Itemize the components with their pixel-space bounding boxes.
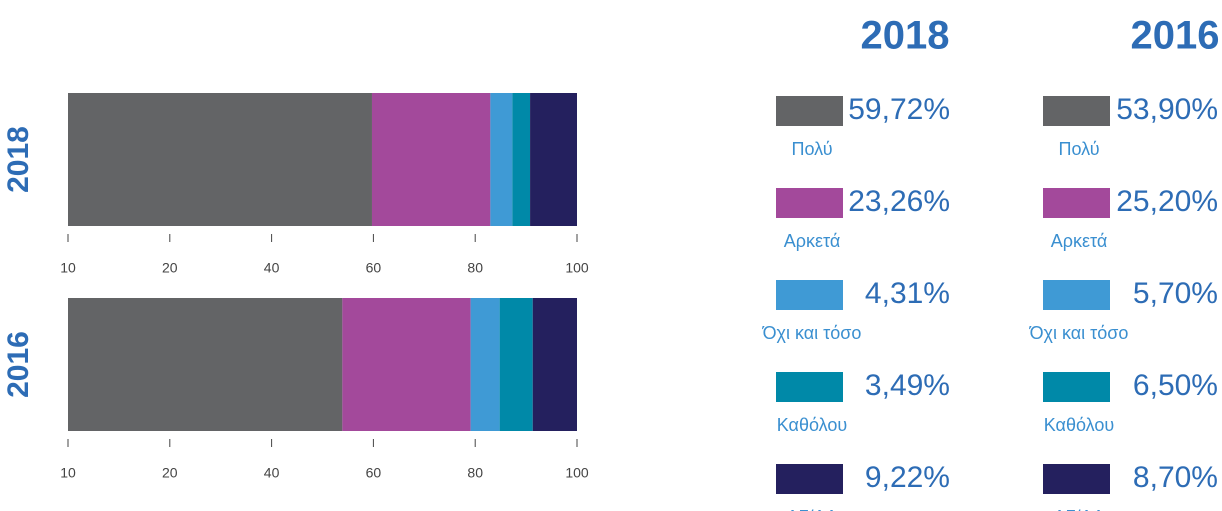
legend-name: Όχι και τόσο <box>1029 323 1129 343</box>
bar-segment <box>532 298 577 431</box>
x-tick-label: 40 <box>264 260 280 276</box>
bar-segment <box>68 298 343 431</box>
legend-name: Αρκετά <box>1051 231 1108 251</box>
legend-swatch <box>1043 96 1110 126</box>
bar-segment <box>342 298 471 431</box>
legend-swatch <box>776 372 843 402</box>
legend-swatch <box>1043 464 1110 494</box>
x-tick-label: 100 <box>565 465 589 481</box>
x-tick-label: 60 <box>366 465 382 481</box>
bar-segment <box>470 298 500 431</box>
x-tick-label: 10 <box>60 260 76 276</box>
legend-name: Καθόλου <box>1044 415 1114 435</box>
x-tick-label: 60 <box>366 260 382 276</box>
column-header: 2016 <box>1131 14 1220 58</box>
legend-value: 59,72% <box>848 93 950 126</box>
legend-name: Αρκετά <box>784 231 841 251</box>
bar-segment <box>530 93 577 226</box>
legend-swatch <box>776 96 843 126</box>
legend-value: 9,22% <box>865 461 950 494</box>
legend-value: 25,20% <box>1116 185 1218 218</box>
legend-swatch <box>1043 280 1110 310</box>
x-tick-label: 10 <box>60 465 76 481</box>
bar-segment <box>68 93 372 226</box>
bar-segment <box>490 93 513 226</box>
legend-value: 5,70% <box>1133 277 1218 310</box>
bar-segment <box>371 93 491 226</box>
legend-swatch <box>776 280 843 310</box>
year-label: 2018 <box>2 126 35 193</box>
x-tick-label: 80 <box>467 260 483 276</box>
x-tick-label: 40 <box>264 465 280 481</box>
legend-swatch <box>776 464 843 494</box>
x-tick-label: 100 <box>565 260 589 276</box>
bar-segment <box>499 298 533 431</box>
x-tick-label: 20 <box>162 260 178 276</box>
legend-name: Καθόλου <box>777 415 847 435</box>
column-header: 2018 <box>861 14 950 58</box>
legend-value: 3,49% <box>865 369 950 402</box>
legend-value: 6,50% <box>1133 369 1218 402</box>
legend-swatch <box>776 188 843 218</box>
legend-value: 53,90% <box>1116 93 1218 126</box>
bar-segment <box>512 93 531 226</box>
legend-swatch <box>1043 188 1110 218</box>
legend-value: 23,26% <box>848 185 950 218</box>
legend-name: Πολύ <box>1058 139 1099 159</box>
legend-name: ΔΓ/ΔΑ <box>1054 507 1105 511</box>
legend-name: ΔΓ/ΔΑ <box>787 507 838 511</box>
legend-name: Πολύ <box>791 139 832 159</box>
legend-swatch <box>1043 372 1110 402</box>
x-tick-label: 20 <box>162 465 178 481</box>
x-tick-label: 80 <box>467 465 483 481</box>
year-label: 2016 <box>2 331 35 398</box>
legend-value: 4,31% <box>865 277 950 310</box>
legend-value: 8,70% <box>1133 461 1218 494</box>
legend-name: Όχι και τόσο <box>762 323 862 343</box>
